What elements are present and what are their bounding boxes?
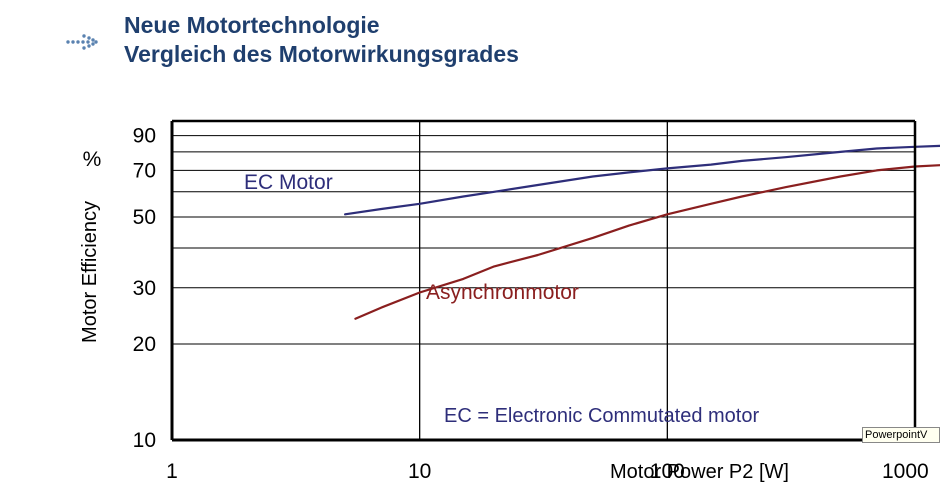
x-axis-label: Motor Power P2 [W] [610,461,789,483]
chart-annotation: EC = Electronic Commutated motor [444,405,759,427]
x-tick-label: 10 [408,460,431,483]
series-label-ec-motor: EC Motor [244,171,333,194]
series-label-asynchronmotor: Asynchronmotor [426,281,579,304]
y-tick-label: 70 [133,159,156,182]
x-tick-label: 100 [650,460,685,483]
y-tick-label: 50 [133,206,156,229]
x-tick-label: 1 [166,460,178,483]
series-line-1 [354,164,940,320]
powerpoint-tooltip: PowerpointV [862,427,940,443]
y-axis-unit: % [83,148,102,171]
y-tick-label: 10 [133,429,156,452]
y-tick-label: 30 [133,277,156,300]
y-tick-label: 20 [133,333,156,356]
title-line-2: Vergleich des Motorwirkungsgrades [124,41,519,67]
title-line-1: Neue Motortechnologie [124,12,380,38]
y-axis-label: Motor Efficiency [79,201,101,343]
dotted-arrow-icon [66,34,98,50]
y-tick-label: 90 [133,125,156,148]
x-tick-label: 1000 [882,460,929,483]
series-line-0 [344,144,940,216]
